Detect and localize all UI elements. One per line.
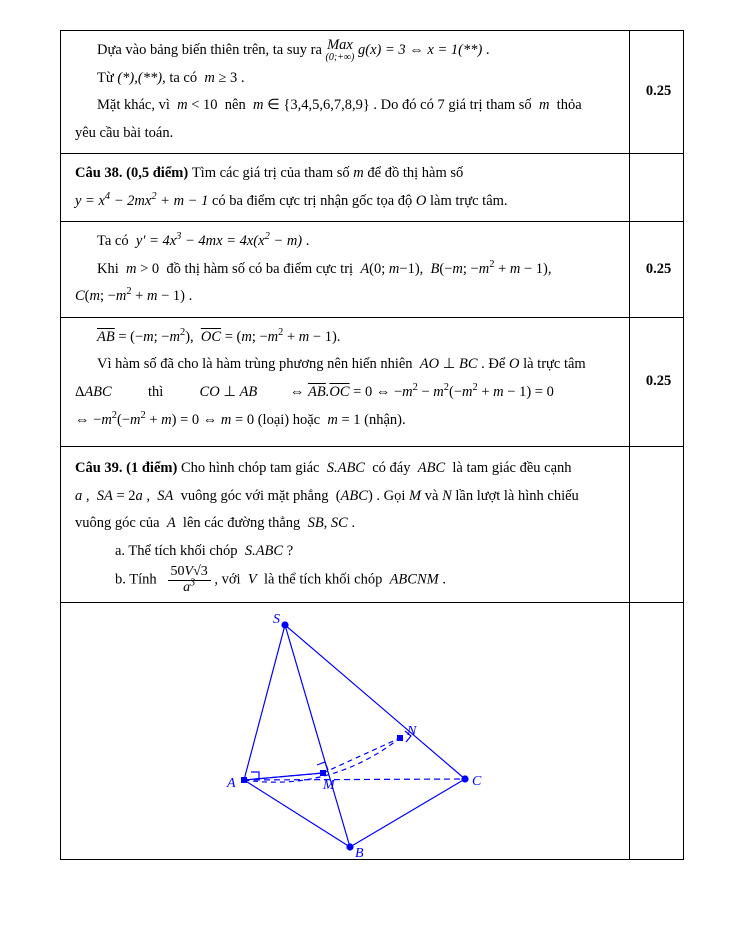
fraction: 50V√3 a3 (168, 565, 211, 595)
svg-text:M: M (322, 778, 336, 793)
svg-text:C: C (472, 774, 482, 789)
row5-content: Câu 39. (1 điểm) Cho hình chóp tam giác … (61, 447, 630, 603)
r1-line4: yêu cầu bài toán. (75, 125, 173, 141)
solution-table: Dựa vào bảng biến thiên trên, ta suy ra … (60, 30, 684, 860)
r3-l3: C(m; −m2 + m − 1) . (75, 288, 192, 304)
frac-den: a3 (168, 581, 211, 596)
row2-score (630, 154, 684, 222)
q39-label: Câu 39. (1 điểm) (75, 460, 181, 476)
q39-b: b. Tính 50V√3 a3 , với V là thể tích khố… (75, 565, 619, 595)
svg-text:B: B (355, 846, 364, 857)
r1-line2: Từ (*),(**), ta có m ≥ 3 . (75, 65, 619, 93)
r1-l1a: Dựa vào bảng biến thiên trên, ta suy ra (97, 42, 326, 58)
q39-a: a. Thể tích khối chóp S.ABC ? (75, 538, 619, 566)
pyramid-figure: S A C B N M (165, 607, 525, 857)
row1-score: 0.25 (630, 31, 684, 154)
row4-score: 0.25 (630, 317, 684, 446)
q38-text1: Tìm các giá trị của tham số m để đồ thị … (192, 165, 463, 181)
r3-l2: Khi m > 0 đồ thị hàm số có ba điểm cực t… (75, 256, 619, 284)
q39-t2: a , SA = 2a , SA vuông góc với mặt phẳng… (75, 488, 579, 504)
r4-l1: AB = (−m; −m2), OC = (m; −m2 + m − 1). (75, 324, 619, 352)
row6-figure: S A C B N M (61, 602, 630, 859)
row6-score (630, 602, 684, 859)
row4-content: AB = (−m; −m2), OC = (m; −m2 + m − 1). V… (61, 317, 630, 446)
r4-l4: ⇔ −m2(−m2 + m) = 0 ⇔ m = 0 (loại) hoặc m… (75, 412, 406, 428)
r4-l3: ΔABC thì CO ⊥ AB ⇔ AB.OC = 0 ⇔ −m2 − m2(… (75, 384, 554, 400)
row1-content: Dựa vào bảng biến thiên trên, ta suy ra … (61, 31, 630, 154)
r1-line3: Mặt khác, vì m < 10 nên m ∈ {3,4,5,6,7,8… (75, 92, 619, 120)
r3-l1: Ta có y′ = 4x3 − 4mx = 4x(x2 − m) . (75, 228, 619, 256)
r1-max-expr: Max (0;+∞) g(x) = 3 ⇔ x = 1(**) (326, 42, 486, 58)
q39-t3: vuông góc của A lên các đường thẳng SB, … (75, 515, 355, 531)
q38-eq: y = x4 − 2mx2 + m − 1 (75, 193, 208, 209)
svg-text:A: A (226, 776, 236, 791)
row5-score (630, 447, 684, 603)
r1-sub: (0;+∞) (326, 53, 355, 63)
svg-text:S: S (273, 612, 280, 627)
row3-content: Ta có y′ = 4x3 − 4mx = 4x(x2 − m) . Khi … (61, 222, 630, 318)
r4-l2: Vì hàm số đã cho là hàm trùng phương nên… (75, 351, 619, 379)
svg-text:N: N (406, 724, 417, 739)
q38-label: Câu 38. (0,5 điểm) (75, 165, 192, 181)
q39-t1: Cho hình chóp tam giác S.ABC có đáy ABC … (181, 460, 572, 476)
row3-score: 0.25 (630, 222, 684, 318)
r1-line1: Dựa vào bảng biến thiên trên, ta suy ra … (75, 37, 619, 65)
row2-content: Câu 38. (0,5 điểm) Tìm các giá trị của t… (61, 154, 630, 222)
